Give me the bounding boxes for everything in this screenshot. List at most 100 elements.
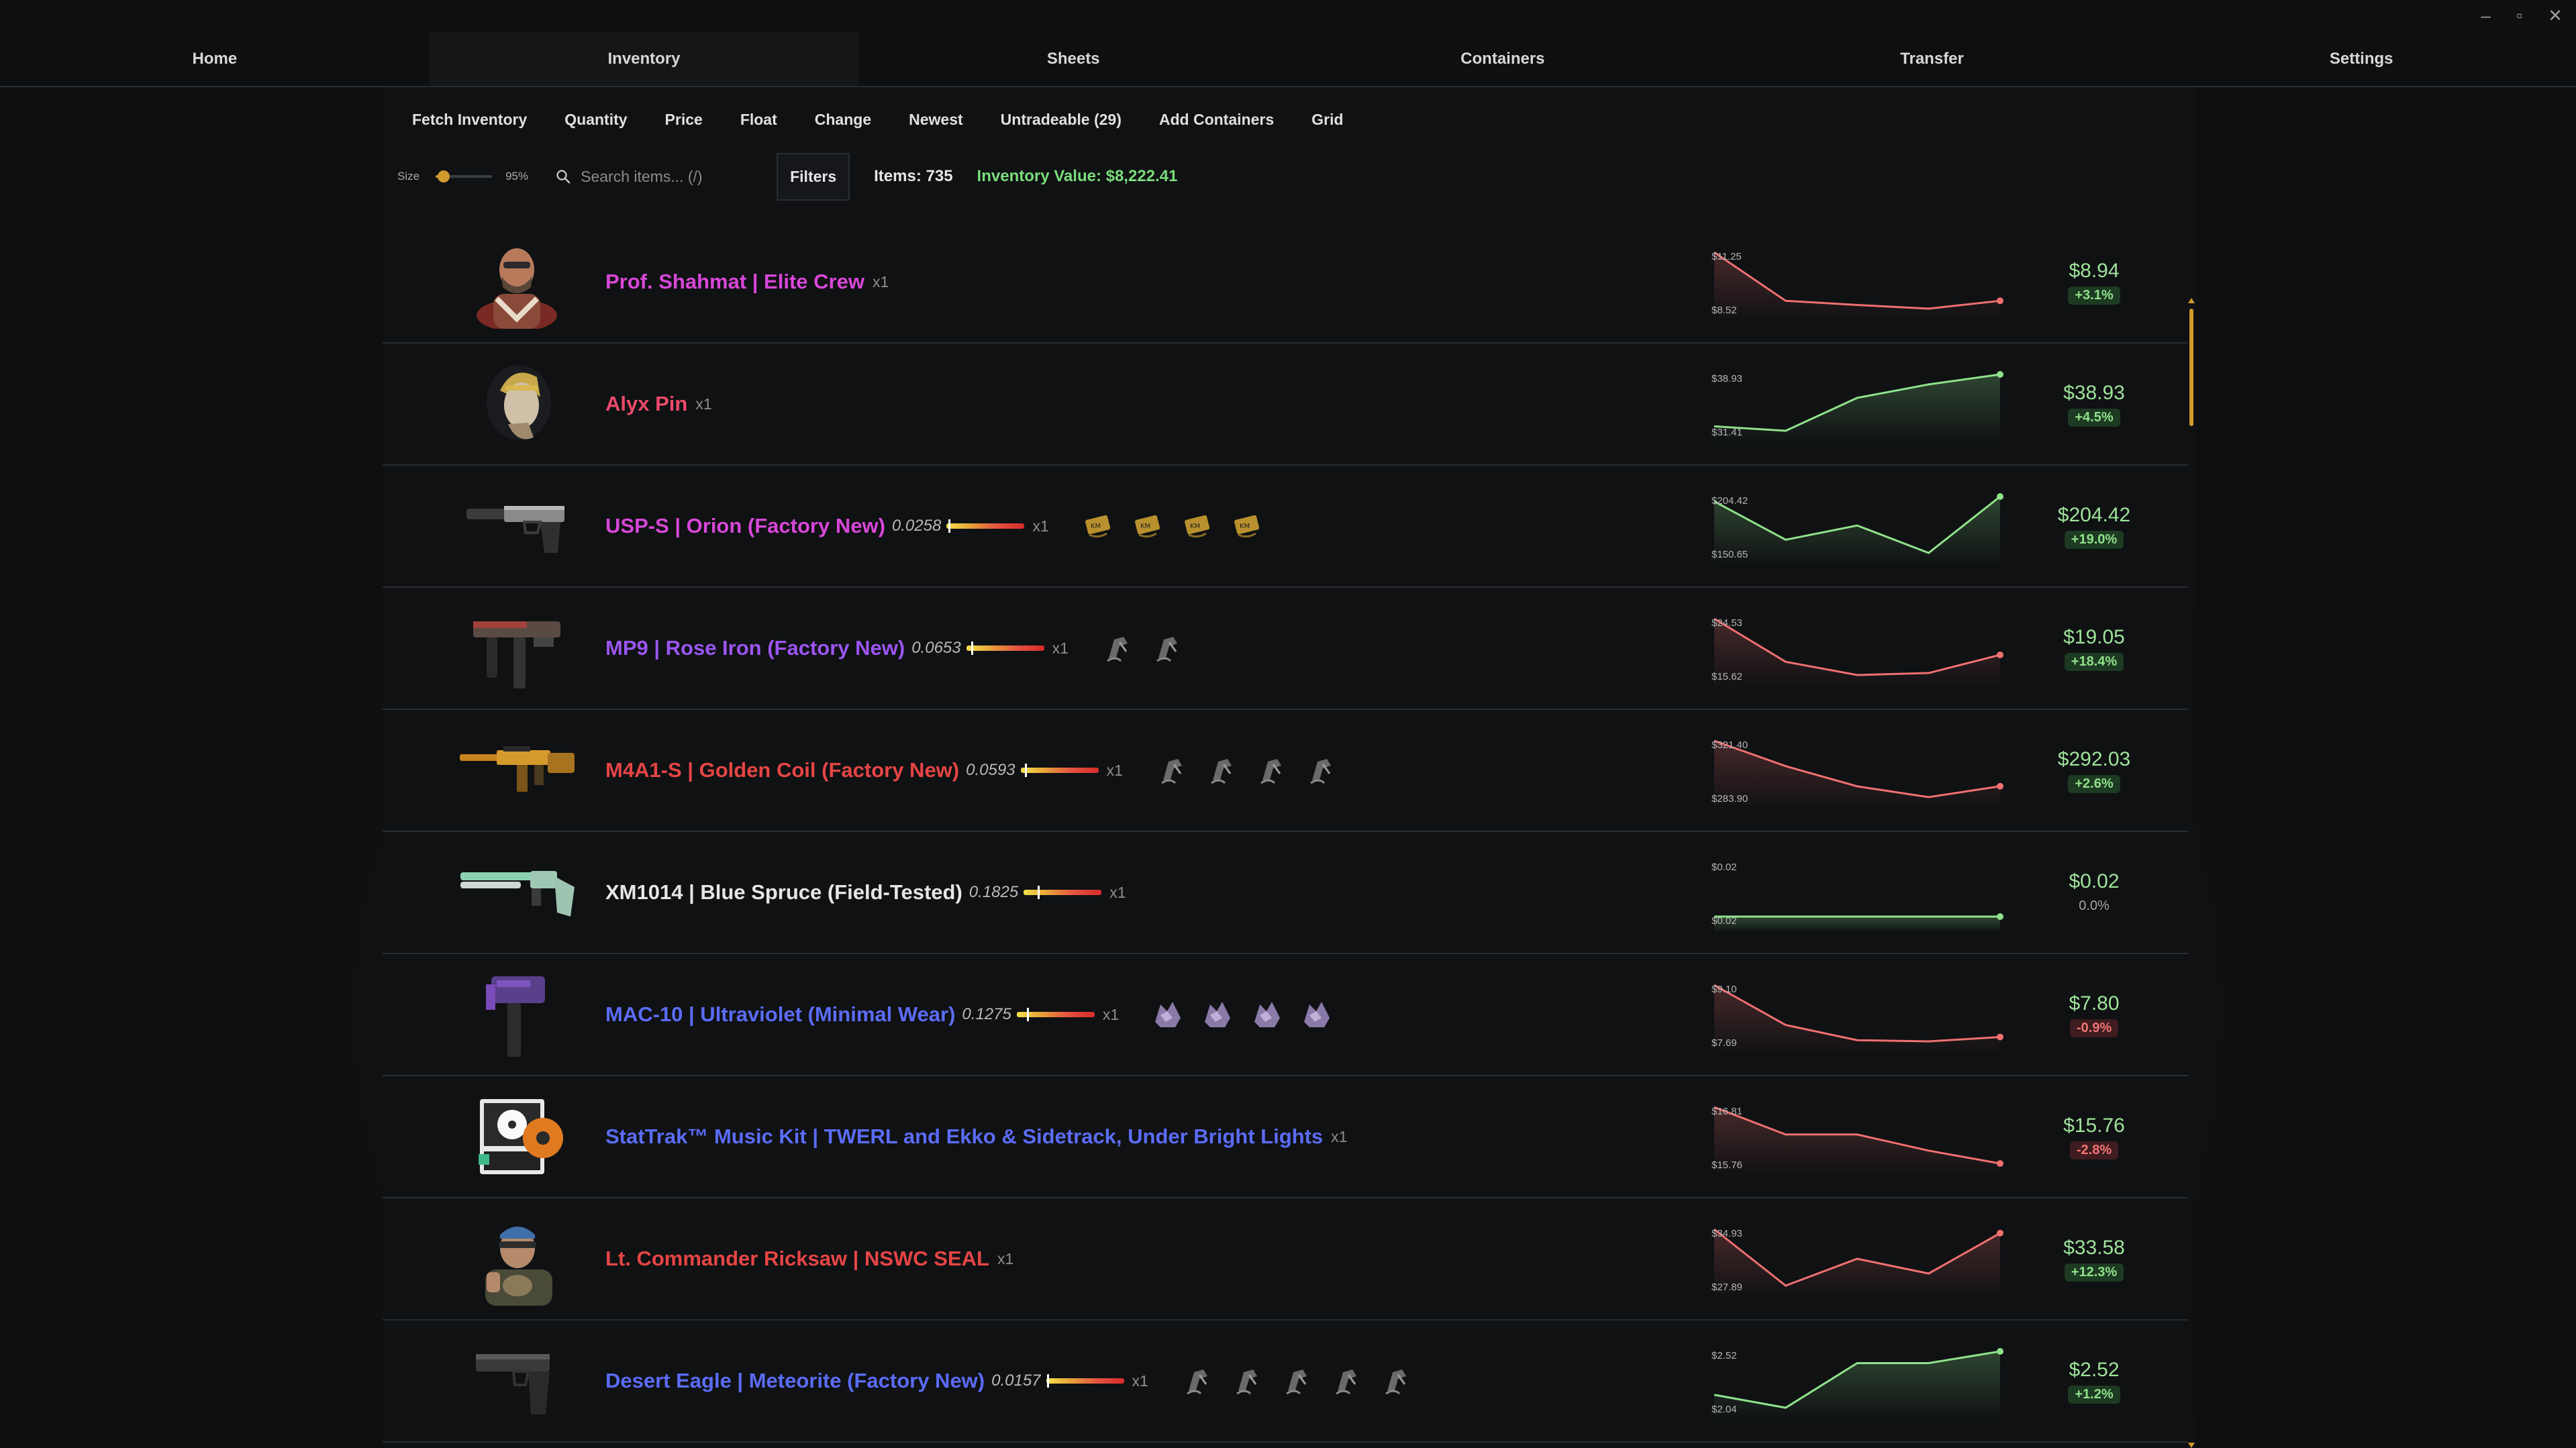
add-containers-button[interactable]: Add Containers [1158, 110, 1275, 128]
item-float: 0.0258 [891, 517, 942, 535]
tab-settings[interactable]: Settings [2329, 50, 2393, 68]
sparkline-line [1714, 984, 2001, 1043]
sparkline-high-label: $0.02 [1712, 862, 1737, 873]
tab-transfer[interactable]: Transfer [1900, 50, 1964, 68]
item-name[interactable]: Lt. Commander Ricksaw | NSWC SEAL [605, 1247, 989, 1270]
item-name[interactable]: USP-S | Orion (Factory New) [605, 514, 885, 537]
item-price: $292.03 [2057, 747, 2131, 770]
sparkline-line [1714, 251, 2001, 310]
item-name[interactable]: Prof. Shahmat | Elite Crew [605, 270, 864, 293]
item-row[interactable]: Lt. Commander Ricksaw | NSWC SEAL x1 $34.9… [383, 1198, 2188, 1321]
sparkline-high-label: $24.53 [1712, 617, 1742, 629]
item-row[interactable]: M4A1-S | Golden Coil (Factory New) 0.0593… [383, 710, 2188, 832]
sparkline-low-label: $27.89 [1712, 1282, 1742, 1293]
price-box: $204.42 +19.0% [2040, 466, 2148, 586]
sticker-list [1101, 631, 1184, 665]
scrollbar[interactable] [2188, 221, 2195, 1448]
sticker-icon[interactable] [1379, 1364, 1413, 1398]
tab-inventory[interactable]: Inventory [429, 32, 859, 86]
item-row[interactable]: StatTrak™ Music Kit | TWERL and Ekko & S… [383, 1076, 2188, 1198]
wear-bar [966, 641, 1044, 655]
sparkline-area [1714, 1229, 2000, 1299]
item-row[interactable]: Alyx Pin x1 $38.93 $31.41 $38.93 +4.5% [383, 344, 2188, 466]
wear-bar [1020, 764, 1099, 777]
close-icon[interactable]: ✕ [2548, 5, 2563, 25]
sparkline-low-label: $7.69 [1712, 1037, 1737, 1049]
sticker-icon[interactable] [1151, 998, 1185, 1031]
sticker-icon[interactable]: KM [1131, 509, 1165, 543]
sticker-icon[interactable] [1254, 754, 1288, 787]
item-row[interactable]: MP9 | Rose Iron (Factory New) 0.0653 x1 $24… [383, 588, 2188, 710]
sparkline-last-point [1997, 1348, 2003, 1355]
sparkline-low-label: $31.41 [1712, 427, 1742, 438]
sparkline-line [1714, 1350, 2001, 1409]
item-row[interactable]: XM1014 | Blue Spruce (Field-Tested) 0.182… [383, 832, 2188, 954]
item-price: $7.80 [2069, 992, 2120, 1015]
item-name[interactable]: XM1014 | Blue Spruce (Field-Tested) [605, 880, 962, 904]
tab-sheets[interactable]: Sheets [1046, 50, 1100, 68]
sticker-icon[interactable] [1330, 1364, 1363, 1398]
search-input[interactable] [579, 166, 757, 187]
price-change-badge: +3.1% [2068, 286, 2120, 305]
sticker-icon[interactable]: KM [1230, 509, 1264, 543]
item-float: 0.0157 [991, 1372, 1041, 1390]
sticker-icon[interactable] [1230, 1364, 1264, 1398]
search-icon [556, 170, 571, 184]
sticker-list: KM KM KM KM [1081, 509, 1264, 543]
sticker-icon[interactable] [1304, 754, 1338, 787]
sparkline-high-label: $11.25 [1712, 251, 1742, 262]
scroll-up-icon[interactable] [2188, 298, 2195, 303]
item-name[interactable]: Desert Eagle | Meteorite (Factory New) [605, 1369, 985, 1392]
item-row[interactable]: MAC-10 | Ultraviolet (Minimal Wear) 0.127… [383, 954, 2188, 1076]
minimize-icon[interactable]: – [2481, 5, 2491, 25]
untradeable-button[interactable]: Untradeable (29) [1000, 110, 1122, 128]
sticker-icon[interactable] [1205, 754, 1238, 787]
price-box: $33.58 +12.3% [2040, 1198, 2148, 1319]
item-name[interactable]: MP9 | Rose Iron (Factory New) [605, 636, 905, 660]
maximize-icon[interactable]: ▫ [2516, 5, 2523, 25]
sort-newest-button[interactable]: Newest [909, 110, 963, 128]
sticker-icon[interactable]: KM [1181, 509, 1214, 543]
sticker-icon[interactable] [1280, 1364, 1314, 1398]
item-float: 0.0593 [966, 761, 1015, 779]
item-list: Prof. Shahmat | Elite Crew x1 $11.25 $8.52 $… [383, 221, 2188, 1443]
price-change-badge: -2.8% [2069, 1141, 2119, 1159]
sort-price-button[interactable]: Price [664, 110, 703, 128]
item-name[interactable]: M4A1-S | Golden Coil (Factory New) [605, 758, 960, 782]
sticker-icon[interactable] [1101, 631, 1134, 665]
item-name[interactable]: StatTrak™ Music Kit | TWERL and Ekko & S… [605, 1125, 1324, 1148]
sparkline-area [1714, 1351, 2000, 1421]
filters-button[interactable]: Filters [777, 152, 850, 201]
shotgun-icon [456, 845, 577, 939]
sparkline-area [1714, 619, 2000, 688]
item-row[interactable]: Desert Eagle | Meteorite (Factory New) 0.… [383, 1321, 2188, 1443]
scroll-down-icon[interactable] [2188, 1443, 2195, 1448]
sticker-icon[interactable] [1250, 998, 1284, 1031]
tab-containers[interactable]: Containers [1460, 50, 1545, 68]
sticker-icon[interactable]: KM [1081, 509, 1115, 543]
item-row[interactable]: USP-S | Orion (Factory New) 0.0258 x1 KM KM K… [383, 466, 2188, 588]
item-name[interactable]: Alyx Pin [605, 392, 688, 415]
rifle-icon [456, 723, 577, 817]
grid-view-button[interactable]: Grid [1311, 110, 1344, 128]
tab-home[interactable]: Home [192, 50, 238, 68]
sticker-icon[interactable] [1201, 998, 1234, 1031]
sticker-icon[interactable] [1155, 754, 1189, 787]
price-sparkline [1714, 984, 2003, 1055]
sticker-icon[interactable] [1181, 1364, 1214, 1398]
scrollbar-thumb[interactable] [2189, 309, 2193, 426]
item-row[interactable]: Prof. Shahmat | Elite Crew x1 $11.25 $8.52 $… [383, 221, 2188, 344]
size-slider[interactable] [436, 170, 493, 183]
sort-quantity-button[interactable]: Quantity [564, 110, 628, 128]
sort-change-button[interactable]: Change [814, 110, 872, 128]
sticker-icon[interactable] [1150, 631, 1184, 665]
sticker-icon[interactable] [1300, 998, 1334, 1031]
sparkline-line [1714, 617, 2001, 676]
fetch-inventory-button[interactable]: Fetch Inventory [412, 110, 528, 128]
price-change-badge: +18.4% [2064, 652, 2124, 671]
item-price: $2.52 [2069, 1358, 2120, 1381]
item-name-wrap: StatTrak™ Music Kit | TWERL and Ekko & S… [605, 1076, 1347, 1197]
size-slider-knob[interactable] [437, 170, 450, 183]
sort-float-button[interactable]: Float [740, 110, 777, 128]
item-name[interactable]: MAC-10 | Ultraviolet (Minimal Wear) [605, 1002, 956, 1026]
